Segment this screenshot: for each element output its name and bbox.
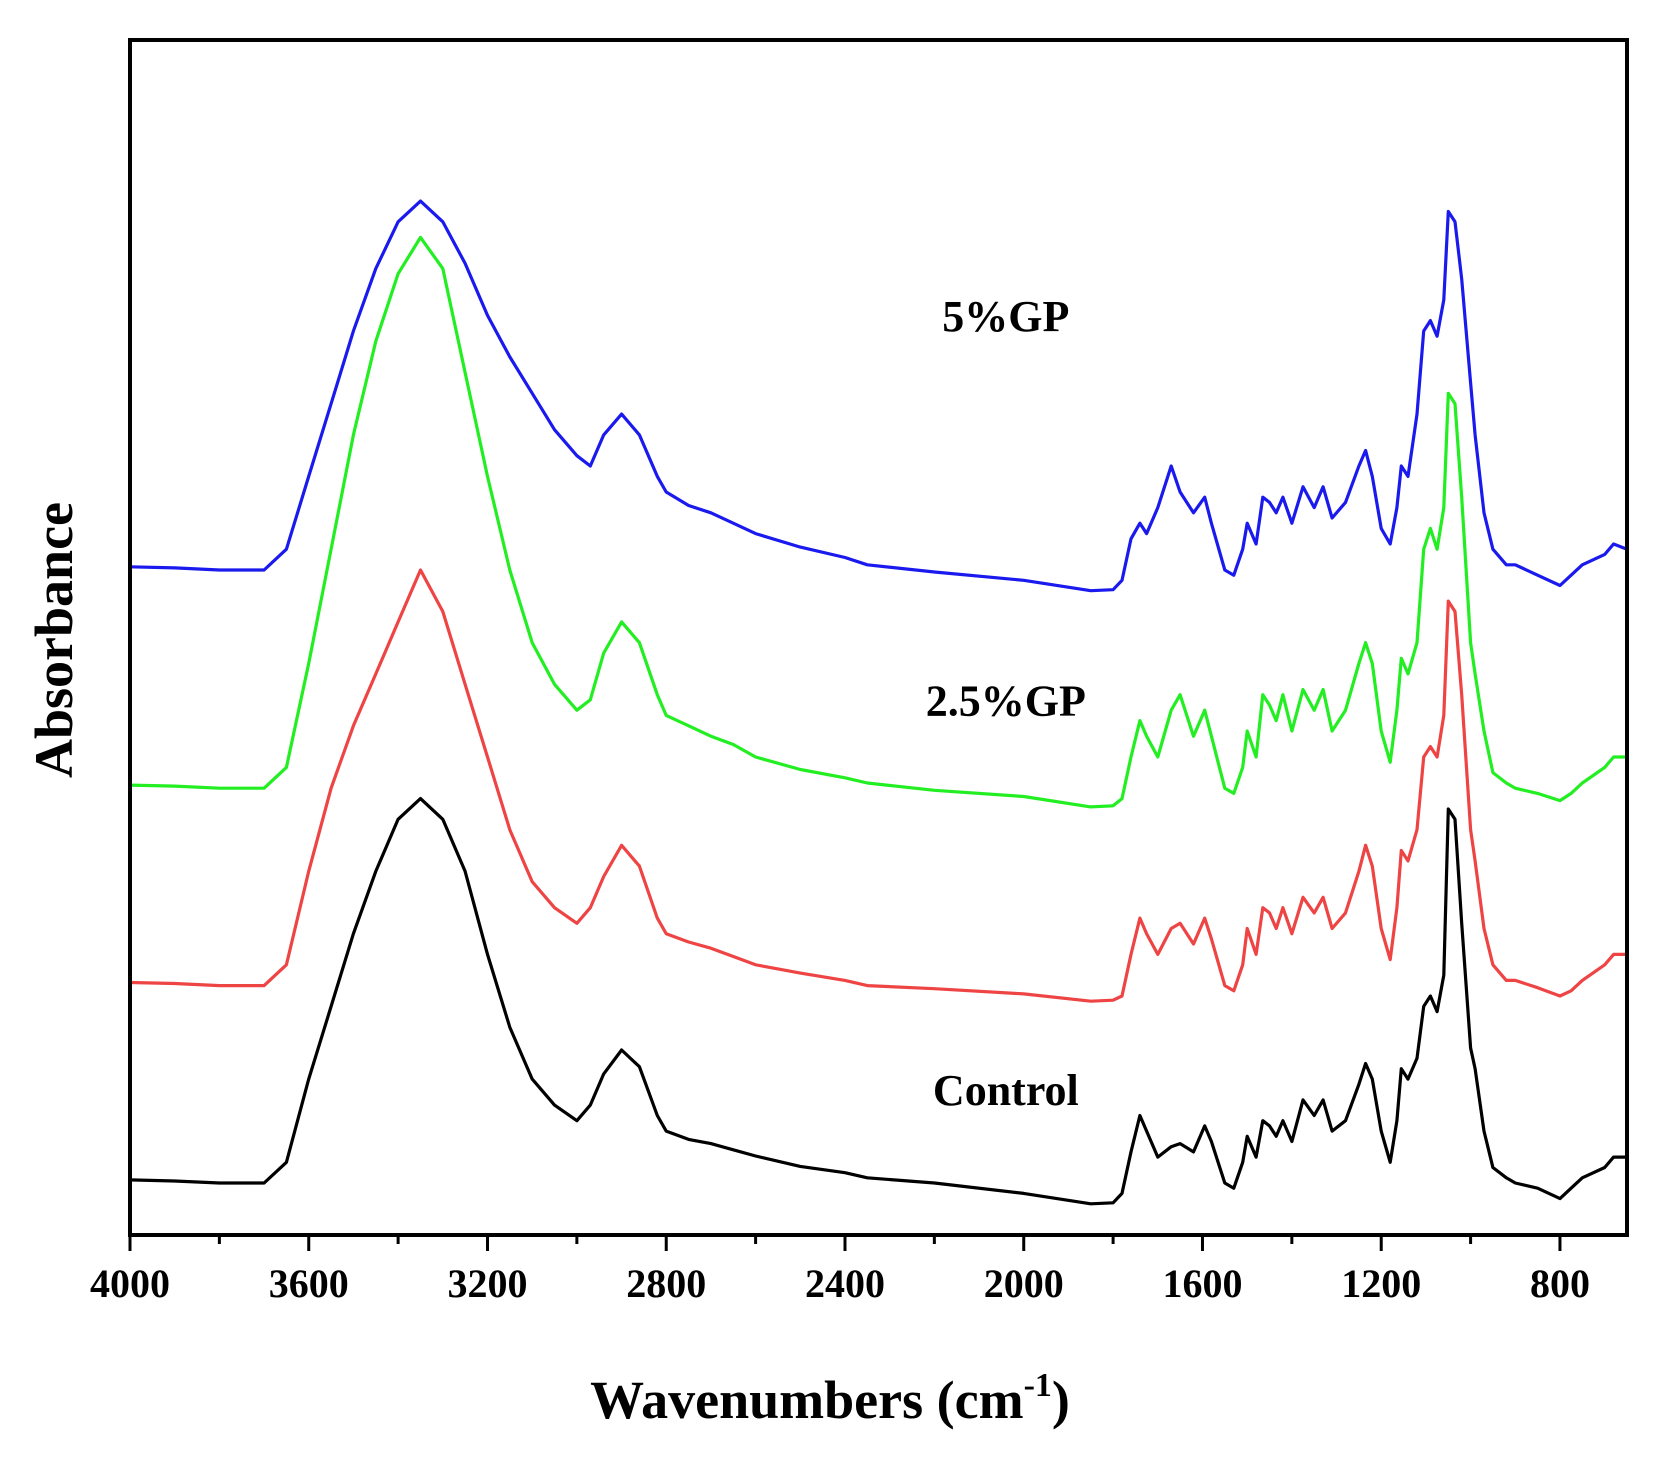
series-line-10-gp	[128, 199, 1629, 593]
x-tick-label: 1200	[1341, 1261, 1421, 1306]
series-label-control: Control	[933, 1066, 1079, 1115]
x-tick-label: 4000	[90, 1261, 170, 1306]
x-axis-title-suffix: )	[1052, 1370, 1070, 1430]
plot-frame	[128, 38, 1629, 1237]
x-axis-title: Wavenumbers (cm-1)	[590, 1367, 1070, 1430]
series-line-5-gp	[128, 235, 1629, 809]
series-label-5-gp: 5%GP	[942, 292, 1069, 341]
x-tick-label: 3600	[269, 1261, 349, 1306]
x-ticks: 4000 3600 3200 2800 2400 2000 1600 1200 800	[90, 1235, 1590, 1306]
x-tick-label: 2400	[805, 1261, 885, 1306]
x-tick-label: 1600	[1162, 1261, 1242, 1306]
series-line-control	[128, 797, 1629, 1206]
y-axis-title: Absorbance	[24, 502, 84, 778]
x-axis-title-main: Wavenumbers (cm	[590, 1370, 1023, 1430]
series-label-2-5-gp: 2.5%GP	[926, 676, 1086, 725]
x-tick-label: 2000	[984, 1261, 1064, 1306]
x-tick-label: 3200	[447, 1261, 527, 1306]
x-axis-title-superscript: -1	[1024, 1367, 1052, 1404]
series-line-2-5-gp	[128, 568, 1629, 1003]
x-tick-label: 2800	[626, 1261, 706, 1306]
x-tick-label: 800	[1530, 1261, 1590, 1306]
series-group	[128, 199, 1629, 1206]
